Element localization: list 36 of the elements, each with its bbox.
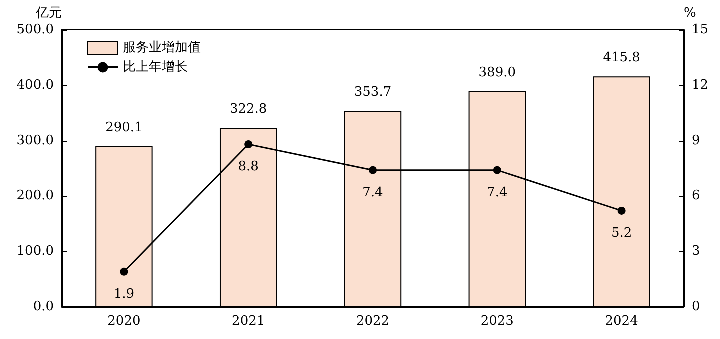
data-label: 389.0 [478, 65, 516, 80]
y2-tick-label: 15 [692, 22, 709, 38]
y-tick-label: 200.0 [16, 188, 54, 204]
y2-tick-label: 12 [692, 78, 709, 93]
point [493, 166, 502, 174]
data-label: 5.2 [611, 226, 632, 241]
y-tick-label: 0.0 [33, 300, 54, 314]
data-label: 415.8 [603, 50, 640, 66]
point [120, 268, 128, 276]
y2-axis-title: % [684, 6, 696, 21]
legend-label: 服务业增加值 [123, 40, 201, 56]
point [369, 166, 377, 174]
data-label: 8.8 [238, 159, 259, 174]
x-tick-label: 2023 [480, 314, 514, 329]
data-label: 7.4 [362, 185, 384, 200]
x-tick-label: 2022 [356, 314, 390, 329]
data-label: 322.8 [230, 102, 268, 118]
legend-label: 比上年增长 [123, 60, 188, 75]
x-tick-label: 2024 [605, 314, 638, 329]
y-tick-label: 100.0 [16, 244, 54, 260]
y2-tick-label: 0 [692, 300, 700, 314]
y2-tick-label: 9 [692, 133, 700, 148]
x-tick-label: 2020 [108, 314, 141, 329]
y-tick-label: 300.0 [16, 133, 54, 148]
y-axis-title: 亿元 [35, 6, 62, 21]
y2-tick-label: 3 [692, 244, 700, 260]
x-tick-label: 2021 [232, 314, 266, 329]
data-label: 7.4 [487, 185, 508, 200]
data-label: 290.1 [106, 120, 143, 136]
point [244, 140, 253, 148]
data-label: 353.7 [354, 85, 392, 100]
data-label: 1.9 [114, 286, 135, 302]
point [618, 206, 626, 215]
y-tick-label: 500.0 [16, 22, 54, 38]
y2-tick-label: 6 [692, 188, 700, 204]
y-tick-label: 400.0 [16, 78, 54, 93]
